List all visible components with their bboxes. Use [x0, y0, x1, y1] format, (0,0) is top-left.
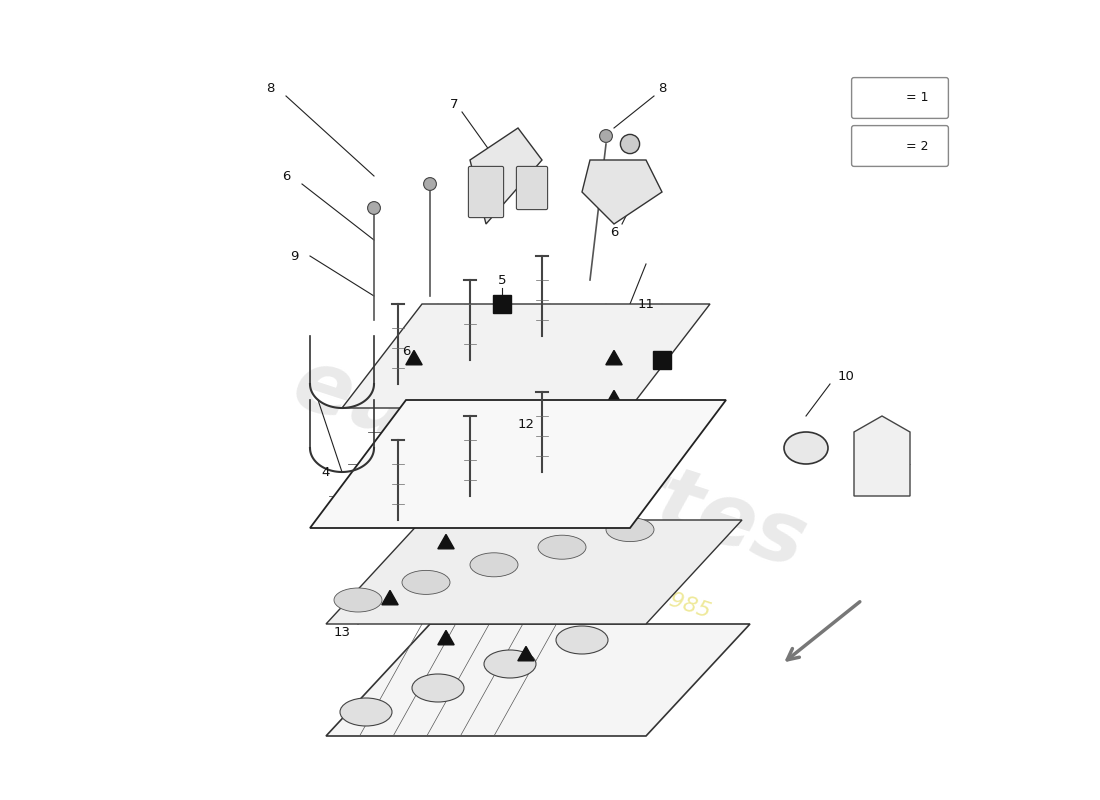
Polygon shape — [470, 128, 542, 224]
Ellipse shape — [606, 518, 654, 542]
Text: 7: 7 — [450, 98, 459, 110]
Text: 9: 9 — [289, 250, 298, 262]
Text: = 2: = 2 — [906, 140, 928, 153]
Polygon shape — [518, 646, 535, 661]
Ellipse shape — [470, 553, 518, 577]
Polygon shape — [653, 351, 671, 369]
Polygon shape — [342, 304, 710, 408]
FancyBboxPatch shape — [469, 166, 504, 218]
FancyBboxPatch shape — [851, 78, 948, 118]
Polygon shape — [606, 350, 623, 365]
Text: 11: 11 — [638, 298, 654, 310]
Ellipse shape — [538, 535, 586, 559]
Polygon shape — [582, 160, 662, 224]
Polygon shape — [438, 534, 454, 549]
Ellipse shape — [402, 570, 450, 594]
Text: = 1: = 1 — [906, 91, 928, 104]
Polygon shape — [326, 520, 742, 624]
Ellipse shape — [784, 432, 828, 464]
Text: 12: 12 — [517, 418, 535, 430]
Ellipse shape — [412, 674, 464, 702]
Ellipse shape — [484, 650, 536, 678]
Polygon shape — [438, 630, 454, 645]
Polygon shape — [606, 446, 623, 461]
Text: europartes: europartes — [283, 342, 817, 586]
Polygon shape — [606, 390, 623, 405]
Circle shape — [424, 178, 437, 190]
Polygon shape — [406, 350, 422, 365]
Text: 6: 6 — [402, 346, 410, 358]
FancyBboxPatch shape — [516, 166, 548, 210]
Text: 10: 10 — [837, 370, 855, 382]
FancyBboxPatch shape — [851, 126, 948, 166]
Text: 13: 13 — [333, 626, 351, 638]
Ellipse shape — [556, 626, 608, 654]
Circle shape — [367, 202, 381, 214]
Text: 6: 6 — [282, 170, 290, 182]
Polygon shape — [493, 295, 510, 313]
Text: a passion for parts since 1985: a passion for parts since 1985 — [387, 498, 713, 622]
Polygon shape — [462, 430, 478, 445]
Polygon shape — [871, 139, 886, 154]
Polygon shape — [326, 624, 750, 736]
Text: 5: 5 — [497, 274, 506, 286]
Ellipse shape — [340, 698, 392, 726]
Polygon shape — [871, 90, 884, 102]
Text: 4: 4 — [322, 466, 330, 478]
Text: 8: 8 — [658, 82, 667, 94]
Polygon shape — [486, 486, 503, 501]
Polygon shape — [854, 416, 910, 496]
Circle shape — [600, 130, 613, 142]
Polygon shape — [382, 590, 398, 605]
Polygon shape — [310, 400, 726, 528]
Text: 6: 6 — [609, 226, 618, 238]
Polygon shape — [406, 454, 422, 469]
Circle shape — [620, 134, 639, 154]
Text: 8: 8 — [266, 82, 274, 94]
Ellipse shape — [334, 588, 382, 612]
